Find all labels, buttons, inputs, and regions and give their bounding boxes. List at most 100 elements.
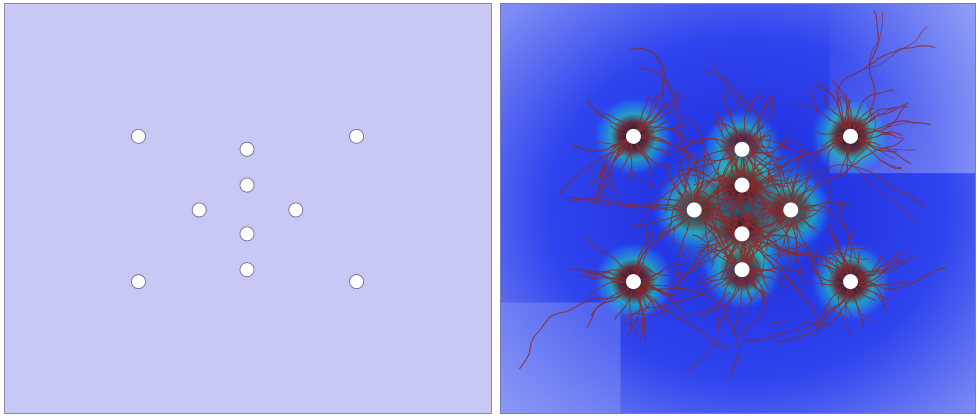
- crack: [758, 200, 771, 215]
- crack: [678, 151, 736, 162]
- hole-group: [625, 128, 858, 290]
- crack: [678, 169, 694, 203]
- crack: [633, 222, 752, 287]
- crack: [685, 179, 694, 203]
- crack: [814, 149, 822, 166]
- crack: [628, 47, 665, 137]
- crack: [875, 129, 893, 138]
- crack: [633, 281, 741, 379]
- crack: [742, 157, 745, 181]
- hole: [843, 274, 858, 290]
- hole: [131, 274, 146, 290]
- crack: [758, 128, 774, 140]
- crack: [656, 213, 688, 242]
- crack: [637, 287, 650, 310]
- crack: [747, 204, 767, 229]
- crack: [587, 281, 626, 297]
- crack: [744, 245, 751, 263]
- crack: [850, 89, 895, 137]
- crack: [792, 217, 798, 259]
- crack: [879, 131, 903, 139]
- crack: [641, 120, 668, 136]
- crack: [805, 222, 821, 234]
- crack: [701, 225, 715, 239]
- crack: [665, 163, 691, 204]
- crack: [857, 284, 891, 300]
- initial-state-plate: [5, 4, 491, 413]
- crack: [763, 219, 778, 240]
- crack: [791, 172, 820, 203]
- hole: [131, 128, 146, 144]
- crack: [776, 140, 806, 147]
- crack: [684, 145, 697, 174]
- crack: [820, 136, 843, 148]
- crack: [699, 167, 720, 180]
- crack: [676, 190, 689, 206]
- crack: [823, 208, 850, 241]
- crack: [855, 261, 908, 277]
- crack: [704, 69, 792, 211]
- crack: [753, 207, 784, 210]
- crack: [718, 274, 737, 307]
- crack: [636, 143, 669, 170]
- crack: [801, 282, 843, 286]
- crack: [828, 247, 844, 258]
- crack: [857, 284, 876, 287]
- crack: [570, 140, 627, 152]
- crack: [695, 179, 704, 203]
- crack: [873, 292, 887, 306]
- crack: [753, 141, 785, 203]
- crack: [790, 164, 926, 211]
- crack: [631, 167, 644, 182]
- crack: [693, 173, 700, 191]
- crack: [716, 233, 737, 265]
- crack: [731, 201, 736, 219]
- crack: [637, 229, 654, 276]
- crack: [634, 289, 647, 342]
- crack: [831, 235, 841, 252]
- crack: [850, 289, 861, 313]
- crack: [641, 135, 671, 144]
- crack: [827, 178, 830, 203]
- crack: [725, 145, 736, 161]
- crack: [684, 137, 735, 149]
- crack: [713, 207, 731, 213]
- crack: [627, 203, 687, 209]
- initial-state-panel: [4, 3, 492, 414]
- crack: [741, 133, 766, 271]
- crack: [816, 78, 837, 102]
- crack: [639, 141, 673, 156]
- crack: [609, 169, 620, 204]
- crack: [699, 212, 739, 228]
- crack: [614, 289, 634, 321]
- crack: [846, 143, 854, 167]
- crack: [813, 130, 843, 135]
- crack: [880, 106, 909, 115]
- crack: [639, 286, 658, 311]
- crack: [745, 281, 852, 341]
- crack: [745, 101, 771, 143]
- hole: [239, 141, 255, 157]
- hole: [239, 262, 255, 278]
- crack: [695, 269, 735, 286]
- crack: [638, 102, 678, 132]
- crack: [785, 217, 791, 265]
- crack: [854, 287, 876, 301]
- crack: [659, 216, 690, 237]
- hole: [734, 141, 750, 157]
- crack: [558, 135, 634, 195]
- hole: [349, 274, 364, 290]
- crack: [641, 261, 686, 281]
- crack: [629, 211, 687, 229]
- crack: [826, 138, 844, 163]
- hole: [734, 177, 750, 193]
- fractured-state-plate: [501, 4, 975, 413]
- hole: [349, 128, 364, 144]
- crack: [850, 10, 880, 137]
- hole: [239, 226, 255, 242]
- hole: [288, 202, 304, 218]
- crack: [597, 189, 675, 209]
- crack: [655, 148, 674, 152]
- crack: [742, 289, 760, 340]
- crack: [637, 93, 659, 131]
